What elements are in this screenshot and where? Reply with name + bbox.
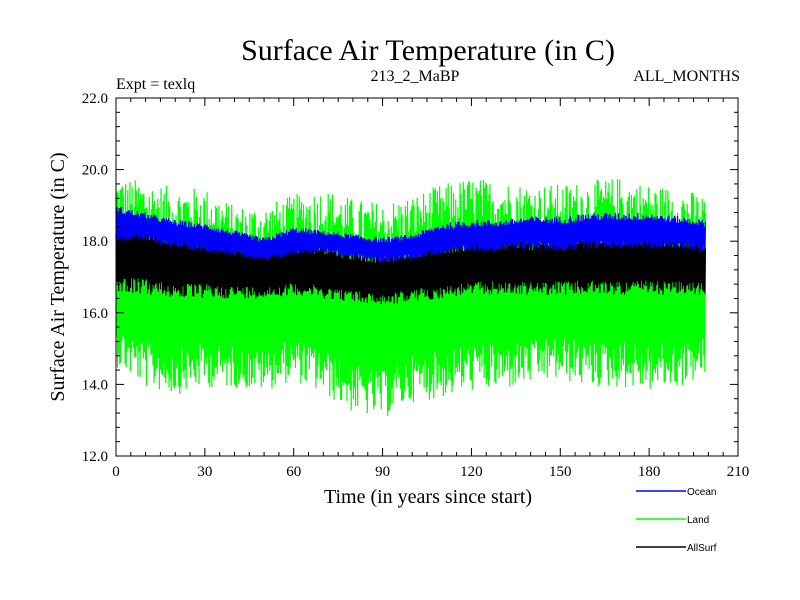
plot-data — [115, 179, 707, 416]
y-tick-label: 22.0 — [82, 91, 108, 107]
legend: Ocean Land AllSurf — [636, 487, 717, 554]
x-tick-label: 0 — [112, 464, 120, 480]
x-axis-label: Time (in years since start) — [324, 486, 532, 508]
y-axis-ticks: 12.0 14.0 16.0 18.0 20.0 22.0 — [82, 91, 738, 465]
x-tick-label: 150 — [549, 464, 572, 480]
experiment-label: Expt = texlq — [116, 76, 195, 93]
series-land-line — [115, 179, 707, 416]
x-tick-label: 90 — [375, 464, 390, 480]
legend-label-allsurf: AllSurf — [687, 543, 717, 554]
months-label: ALL_MONTHS — [633, 68, 740, 85]
y-tick-label: 20.0 — [82, 163, 108, 179]
y-tick-label: 14.0 — [82, 377, 108, 393]
chart-title: Surface Air Temperature (in C) — [241, 34, 615, 67]
legend-label-ocean: Ocean — [687, 487, 716, 498]
period-label: 213_2_MaBP — [371, 68, 460, 85]
series-ocean-line — [115, 207, 707, 263]
legend-label-land: Land — [687, 515, 709, 526]
x-tick-label: 120 — [460, 464, 483, 480]
y-tick-label: 12.0 — [82, 449, 108, 465]
x-tick-label: 210 — [727, 464, 750, 480]
x-tick-label: 180 — [638, 464, 661, 480]
x-axis-ticks: 0 30 60 90 120 150 180 210 — [112, 98, 749, 480]
x-tick-label: 60 — [286, 464, 301, 480]
y-axis-label: Surface Air Temperature (in C) — [47, 152, 69, 401]
y-tick-label: 18.0 — [82, 234, 108, 250]
y-tick-label: 16.0 — [82, 306, 108, 322]
x-tick-label: 30 — [197, 464, 212, 480]
